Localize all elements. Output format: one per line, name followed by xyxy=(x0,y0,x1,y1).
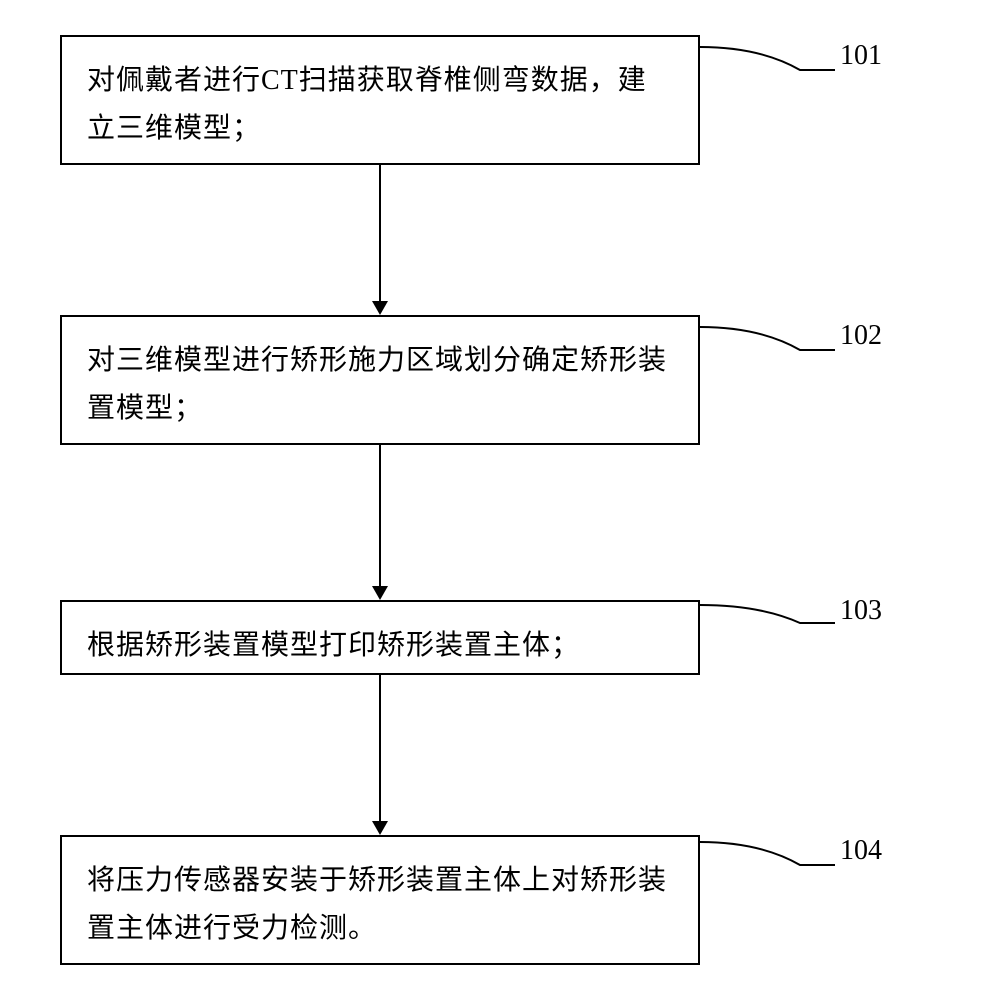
step-text-1: 对佩戴者进行CT扫描获取脊椎侧弯数据，建立三维模型； xyxy=(87,65,647,144)
arrow-2-3 xyxy=(372,586,388,600)
step-text-2: 对三维模型进行矫形施力区域划分确定矫形装置模型； xyxy=(87,345,667,424)
step-label-1: 101 xyxy=(840,40,882,72)
step-box-3: 根据矫形装置模型打印矫形装置主体； xyxy=(60,600,700,675)
step-label-4: 104 xyxy=(840,835,882,867)
arrow-3-4 xyxy=(372,821,388,835)
connector-1-2 xyxy=(379,165,381,301)
step-text-4: 将压力传感器安装于矫形装置主体上对矫形装置主体进行受力检测。 xyxy=(87,865,667,944)
connector-3-4 xyxy=(379,675,381,821)
step-label-2: 102 xyxy=(840,320,882,352)
leader-line-2 xyxy=(700,315,840,355)
leader-line-3 xyxy=(700,593,840,633)
step-box-1: 对佩戴者进行CT扫描获取脊椎侧弯数据，建立三维模型； xyxy=(60,35,700,165)
leader-line-4 xyxy=(700,830,840,870)
arrow-1-2 xyxy=(372,301,388,315)
connector-2-3 xyxy=(379,445,381,586)
step-text-3: 根据矫形装置模型打印矫形装置主体； xyxy=(87,630,580,661)
step-box-2: 对三维模型进行矫形施力区域划分确定矫形装置模型； xyxy=(60,315,700,445)
step-box-4: 将压力传感器安装于矫形装置主体上对矫形装置主体进行受力检测。 xyxy=(60,835,700,965)
leader-line-1 xyxy=(700,35,840,75)
step-label-3: 103 xyxy=(840,595,882,627)
